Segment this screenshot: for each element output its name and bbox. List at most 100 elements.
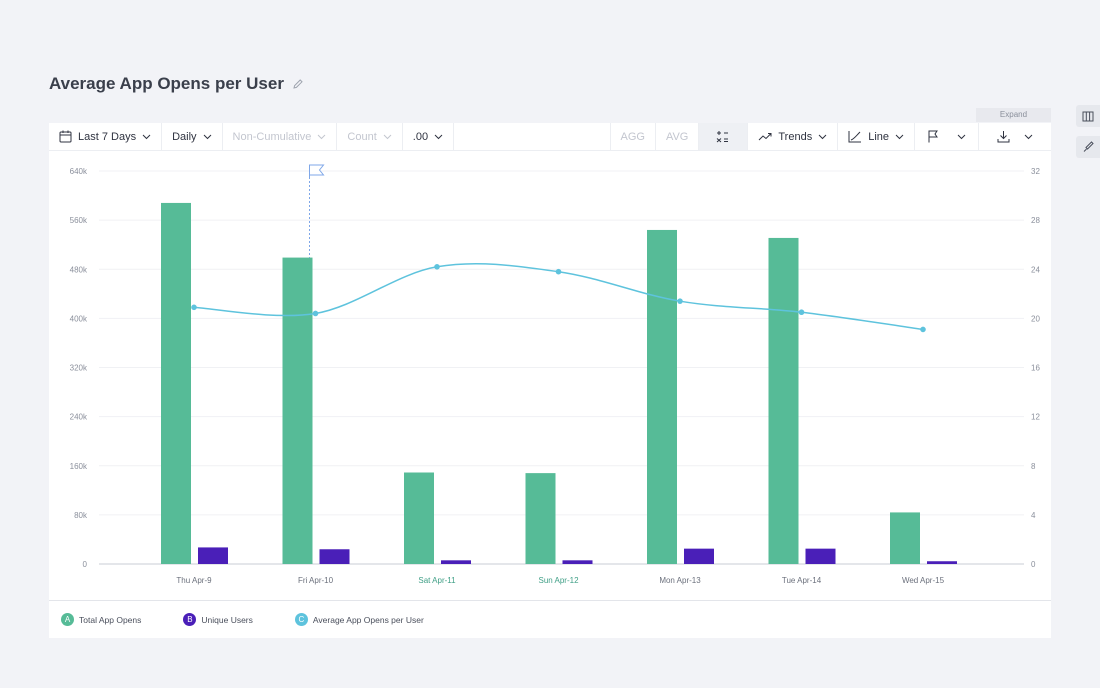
x-tick-label: Thu Apr-9 (176, 576, 212, 585)
bar-total-app-opens (647, 229, 677, 564)
trend-icon (759, 132, 772, 140)
chevron-down-icon (895, 134, 904, 139)
y-left-tick-label: 160k (70, 462, 88, 471)
x-tick-label: Tue Apr-14 (782, 576, 822, 585)
bar-unique-users (319, 549, 350, 564)
bar-unique-users (441, 560, 471, 564)
pencil-icon[interactable] (292, 78, 304, 90)
avg-button[interactable]: AVG (656, 123, 700, 150)
chevron-down-icon (318, 134, 326, 139)
y-left-tick-label: 320k (70, 364, 88, 373)
cumulative-dropdown[interactable]: Non-Cumulative (223, 123, 338, 150)
precision-label: .00 (412, 130, 429, 143)
legend-label: Unique Users (201, 614, 253, 625)
chevron-down-icon (1024, 134, 1033, 139)
y-left-tick-label: 480k (70, 265, 88, 274)
point-average-app-opens (798, 309, 805, 316)
chevron-down-icon (818, 134, 827, 139)
bar-unique-users (684, 548, 714, 564)
bar-unique-users (805, 548, 836, 564)
date-range-label: Last 7 Days (78, 130, 137, 143)
avg-label: AVG (665, 130, 689, 143)
chevron-down-icon (383, 134, 392, 139)
y-right-tick-label: 28 (1031, 216, 1040, 225)
legend-badge-b: B (183, 613, 197, 626)
date-range-dropdown[interactable]: Last 7 Days (49, 123, 163, 150)
y-right-tick-label: 12 (1031, 413, 1040, 422)
chevron-down-icon (434, 134, 443, 139)
bar-total-app-opens (404, 472, 434, 564)
trends-label: Trends (778, 130, 813, 143)
y-right-tick-label: 20 (1031, 314, 1040, 323)
expand-button[interactable]: Expand (976, 108, 1051, 122)
chevron-down-icon (142, 134, 151, 139)
y-left-tick-label: 400k (70, 314, 88, 323)
cumulative-label: Non-Cumulative (232, 130, 312, 143)
chart-panel: Last 7 Days Daily Non-Cumulative Count .… (49, 123, 1051, 638)
toolbar-spacer (454, 123, 611, 150)
calendar-icon (59, 130, 72, 143)
x-tick-label: Sun Apr-12 (538, 576, 579, 585)
legend-item-total-app-opens[interactable]: A Total App Opens (61, 613, 141, 626)
brush-button[interactable] (1076, 136, 1100, 158)
x-tick-label: Mon Apr-13 (659, 576, 701, 585)
y-right-tick-label: 4 (1031, 511, 1036, 520)
chevron-down-icon (957, 134, 966, 139)
bar-total-app-opens (768, 237, 799, 565)
point-average-app-opens (434, 263, 440, 270)
legend-item-unique-users[interactable]: B Unique Users (183, 613, 253, 626)
y-left-tick-label: 240k (70, 413, 88, 422)
precision-dropdown[interactable]: .00 (403, 123, 455, 150)
measure-dropdown[interactable]: Count (337, 123, 403, 150)
formula-button[interactable] (699, 123, 749, 150)
toolbar: Last 7 Days Daily Non-Cumulative Count .… (49, 123, 1051, 151)
measure-label: Count (347, 130, 377, 143)
legend-label: Total App Opens (79, 614, 142, 625)
bar-unique-users (198, 547, 228, 564)
agg-label: AGG (620, 130, 645, 143)
annotation-flag-icon (309, 164, 325, 179)
point-average-app-opens (677, 298, 683, 304)
download-icon (997, 131, 1010, 143)
chart-type-dropdown[interactable]: Line (838, 123, 915, 150)
y-right-tick-label: 8 (1031, 462, 1036, 471)
y-left-tick-label: 560k (70, 216, 88, 225)
legend-badge-c: C (294, 613, 308, 626)
bar-total-app-opens (282, 257, 313, 564)
bar-total-app-opens (161, 202, 191, 564)
columns-button[interactable] (1076, 105, 1100, 127)
y-right-tick-label: 32 (1031, 167, 1040, 176)
y-left-tick-label: 0 (83, 560, 88, 569)
point-average-app-opens (191, 304, 197, 311)
interval-dropdown[interactable]: Daily (162, 123, 223, 150)
interval-label: Daily (172, 130, 197, 143)
agg-button[interactable]: AGG (611, 123, 656, 150)
x-tick-label: Sat Apr-11 (418, 576, 456, 585)
columns-icon (1082, 111, 1094, 121)
y-right-tick-label: 24 (1031, 265, 1040, 274)
export-dropdown[interactable] (979, 123, 1051, 150)
flag-icon (928, 130, 938, 143)
line-chart-icon (848, 131, 862, 143)
legend-badge-a: A (61, 613, 74, 626)
y-right-tick-label: 16 (1031, 364, 1040, 373)
x-tick-label: Fri Apr-10 (298, 576, 334, 585)
chart-type-label: Line (868, 130, 889, 143)
y-left-tick-label: 80k (74, 511, 88, 520)
title-row: Average App Opens per User (49, 74, 304, 94)
legend-item-average-app-opens[interactable]: C Average App Opens per User (294, 613, 424, 626)
y-left-tick-label: 640k (70, 167, 88, 176)
annotation-dropdown[interactable] (915, 123, 979, 150)
x-tick-label: Wed Apr-15 (902, 576, 945, 585)
bar-unique-users (562, 560, 593, 564)
y-right-tick-label: 0 (1031, 560, 1036, 569)
page-title: Average App Opens per User (49, 74, 284, 93)
bar-total-app-opens (890, 512, 920, 564)
brush-icon (1083, 141, 1094, 152)
calculator-icon (717, 131, 729, 143)
bar-unique-users (927, 561, 957, 564)
point-average-app-opens (920, 326, 926, 333)
point-average-app-opens (555, 268, 562, 275)
trends-dropdown[interactable]: Trends (748, 123, 839, 150)
legend: A Total App Opens B Unique Users C Avera… (49, 600, 1051, 638)
